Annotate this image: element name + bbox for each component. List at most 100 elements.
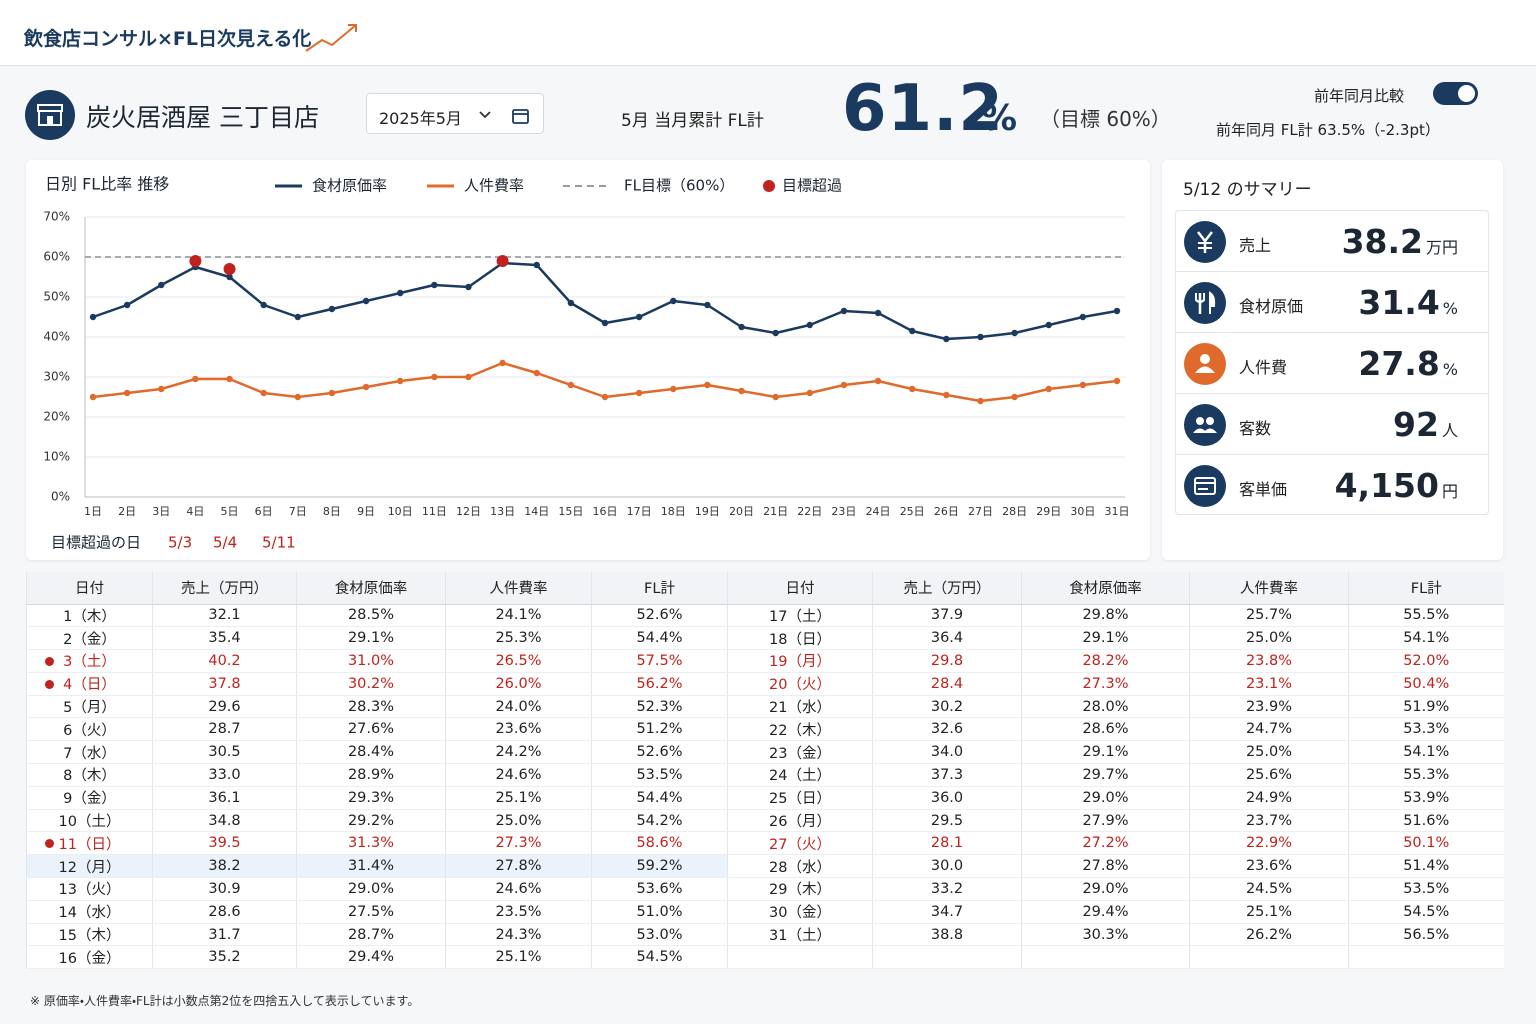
summary-value: 27.8	[1358, 344, 1440, 383]
point	[943, 335, 950, 343]
table-cell: 29.5	[872, 809, 1022, 833]
point	[294, 393, 301, 401]
table-cell: 16（金）	[26, 945, 153, 970]
month-select[interactable]: 2025年5月	[366, 93, 544, 134]
x-tick-label: 16日	[593, 505, 618, 518]
x-tick-label: 14日	[524, 505, 549, 518]
column-header: 売上（万円）	[152, 572, 297, 605]
y-tick-label: 70%	[43, 210, 70, 224]
table-cell: 23.6%	[445, 717, 592, 742]
table-cell: 56.2%	[591, 672, 728, 696]
compare-toggle[interactable]	[1433, 82, 1478, 105]
x-tick-label: 25日	[900, 505, 925, 518]
table-cell: 27.6%	[296, 717, 446, 742]
table-row: 15（木） 31.7 28.7% 24.3% 53.0% 31（土） 38.8 30.3% 26…	[26, 923, 1504, 947]
table-cell: 53.5%	[1348, 877, 1504, 901]
table-cell: 34.8	[152, 809, 297, 833]
summary-row: 客数 92 人	[1176, 394, 1488, 455]
x-tick-label: 23日	[831, 505, 856, 518]
table-row: 3（土） 40.2 31.0% 26.5% 57.5% 19（月） 29.8 28.2% 23.…	[26, 649, 1504, 673]
summary-label: 人件費	[1239, 358, 1288, 377]
legend-swatch	[763, 180, 775, 192]
column-header: FL計	[1348, 572, 1504, 605]
compare-text: 前年同月 FL計 63.5%（-2.3pt）	[1216, 121, 1440, 139]
table-row: 11（日） 39.5 31.3% 27.3% 58.6% 27（火） 28.1 27.2% 22…	[26, 831, 1504, 856]
table-cell: 40.2	[152, 649, 297, 673]
summary-list: 売上 38.2 万円 食材原価 31.4% 人件費 27.8% 客数 92 人 客単…	[1175, 210, 1489, 515]
table-cell: 57.5%	[591, 649, 728, 673]
y-tick-label: 50%	[43, 290, 70, 304]
point	[772, 393, 779, 401]
table-cell: 26.5%	[445, 649, 592, 673]
people-icon	[1184, 404, 1226, 446]
select-icons	[479, 109, 529, 124]
store-name: 炭火居酒屋 三丁目店	[86, 103, 319, 132]
alert-dot	[45, 839, 54, 849]
y-tick-label: 10%	[43, 450, 70, 464]
column-header: 人件費率	[1189, 572, 1349, 605]
table-cell: 9（金）	[26, 786, 153, 810]
point	[465, 283, 472, 291]
series-line	[92, 261, 1118, 341]
table-cell: 5（月）	[26, 695, 153, 719]
table-cell: 33.0	[152, 763, 297, 787]
point	[704, 381, 711, 389]
table-cell: 6（火）	[26, 717, 153, 742]
table-cell: 50.1%	[1348, 831, 1504, 856]
column-header: 日付	[727, 572, 873, 605]
x-tick-label: 28日	[1002, 505, 1027, 518]
table-cell: 53.0%	[591, 923, 728, 947]
table-cell: 25.1%	[445, 786, 592, 810]
table-cell: 39.5	[152, 831, 297, 856]
table-cell: 30.2%	[296, 672, 446, 696]
x-tick-label: 15日	[558, 505, 583, 518]
table-row: 1（木） 32.1 28.5% 24.1% 52.6% 17（土） 37.9 29.8% 25.…	[26, 604, 1504, 628]
table-cell: 32.6	[872, 717, 1022, 742]
table-cell: 30.3%	[1021, 923, 1190, 947]
table-cell: 24.7%	[1189, 717, 1349, 742]
chart-title: 日別 FL比率 推移	[45, 175, 169, 194]
y-tick-label: 40%	[43, 330, 70, 344]
table-cell: 51.6%	[1348, 809, 1504, 833]
table-cell: 29.3%	[296, 786, 446, 810]
point	[533, 369, 540, 377]
summary-label: 客単価	[1239, 480, 1288, 499]
table-cell: 29.0%	[1021, 877, 1190, 901]
point	[601, 393, 609, 401]
summary-label: 売上	[1239, 236, 1272, 255]
trend-icon	[305, 24, 357, 52]
point	[909, 327, 916, 335]
table-cell: 30.9	[152, 877, 297, 901]
table-cell: 54.1%	[1348, 740, 1504, 765]
column-header: FL計	[591, 572, 728, 605]
table-cell: 54.5%	[1348, 900, 1504, 924]
point	[1079, 313, 1087, 321]
table-cell: 19（月）	[727, 649, 873, 673]
table-cell: 34.7	[872, 900, 1022, 924]
point	[328, 305, 336, 313]
point	[533, 261, 540, 269]
over-marker	[496, 255, 509, 267]
column-header: 日付	[26, 572, 153, 605]
table-cell: 11（日）	[26, 831, 153, 856]
x-tick-label: 17日	[627, 505, 652, 518]
table-cell: 28.1	[872, 831, 1022, 856]
table-cell: 25.0%	[1189, 626, 1349, 651]
point	[431, 281, 438, 289]
table-cell: 34.0	[872, 740, 1022, 765]
table-cell: 54.4%	[591, 626, 728, 651]
table-row: 6（火） 28.7 27.6% 23.6% 51.2% 22（木） 32.6 28.6% 24.…	[26, 717, 1504, 742]
table-cell: 54.5%	[591, 945, 728, 970]
x-tick-label: 29日	[1036, 505, 1061, 518]
x-tick-label: 27日	[968, 505, 993, 518]
toggle-label: 前年同月比較	[1314, 87, 1405, 105]
point	[977, 397, 984, 405]
table-cell: 28.0%	[1021, 695, 1190, 719]
table-cell: 37.9	[872, 604, 1022, 628]
table-cell: 23.7%	[1189, 809, 1349, 833]
table-cell: 53.6%	[591, 877, 728, 901]
table-cell: 27.5%	[296, 900, 446, 924]
point	[806, 321, 813, 329]
table-cell: 35.4	[152, 626, 297, 651]
